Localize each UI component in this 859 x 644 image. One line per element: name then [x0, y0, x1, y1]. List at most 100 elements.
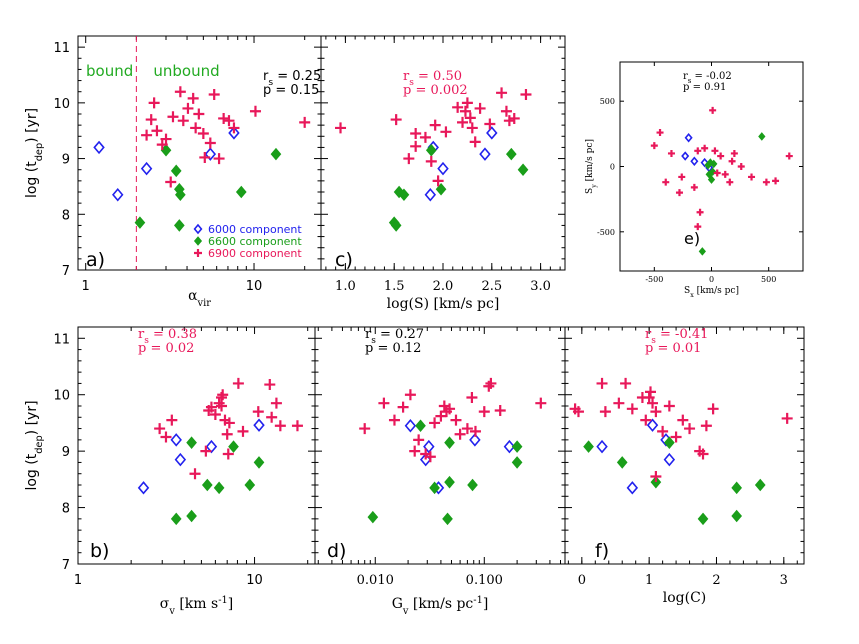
data-point [461, 423, 473, 435]
x-axis-title: Gv [km/s pc-1] [392, 595, 489, 617]
data-point [393, 185, 405, 199]
data-point [664, 436, 675, 449]
y-tick-label: 11 [53, 332, 70, 347]
x-tick-label: 0 [709, 275, 714, 284]
data-point [409, 445, 421, 457]
data-point [596, 439, 608, 454]
series-6600-component [698, 132, 766, 256]
data-point [731, 509, 743, 523]
x-axis-title: Sx [km/s pc] [684, 286, 739, 299]
data-point [645, 386, 657, 398]
data-point [700, 420, 712, 432]
data-point [626, 403, 638, 415]
data-point [367, 510, 379, 524]
data-point [213, 153, 225, 165]
data-point [228, 440, 239, 453]
data-point [429, 417, 441, 429]
series-6000-component [93, 126, 240, 202]
y-axis-title: Sy [km/s pc] [585, 139, 598, 194]
stat-rs: rs = -0.02 [683, 71, 732, 85]
data-point [496, 87, 508, 99]
data-point [466, 392, 478, 404]
data-point [737, 163, 745, 170]
data-point [694, 147, 702, 155]
data-point [478, 406, 490, 418]
data-point [274, 420, 286, 432]
y-tick-label: 7 [62, 558, 70, 573]
data-point [662, 178, 670, 186]
x-tick-label: 2.5 [481, 279, 502, 294]
data-point [93, 140, 105, 155]
legend-marker [193, 223, 203, 235]
data-point [650, 142, 658, 150]
data-point [657, 425, 669, 437]
x-axis-title: αvir [188, 288, 211, 309]
data-point [511, 440, 523, 453]
data-point [145, 114, 157, 126]
data-point [189, 468, 201, 480]
panel-a: 1 10 7 8 9 10 11 αvir log (tdep) [yr] bound unboun… [24, 35, 322, 309]
series-6900-component [569, 377, 793, 483]
data-point [701, 144, 709, 152]
data-point [726, 178, 734, 186]
data-point [437, 161, 449, 176]
data-point [758, 132, 766, 141]
plot-frame [77, 326, 316, 565]
data-point [200, 445, 212, 457]
panel-e: -500 0 500 -500 0 500 Sx [km/s pc] Sy [km/s pc]… [585, 61, 804, 299]
data-point [690, 156, 699, 167]
stat-p: p = 0.01 [645, 341, 701, 356]
data-point [728, 157, 736, 165]
data-point [201, 478, 213, 492]
data-point [717, 152, 725, 160]
y-tick-label: 7 [62, 264, 70, 279]
data-point [429, 119, 441, 131]
panel-letter: f) [595, 540, 609, 562]
data-point [444, 403, 456, 415]
data-point [583, 440, 594, 453]
data-point [216, 400, 228, 412]
data-point [112, 188, 124, 202]
panel-c: 1.0 1.5 2.0 2.5 3.0 log(S) [km/s pc] rs = 0.50… [320, 35, 566, 312]
data-point [223, 115, 235, 127]
data-point [616, 456, 628, 469]
data-point [137, 481, 150, 495]
data-point [762, 178, 770, 186]
data-point [535, 397, 547, 409]
data-point [469, 433, 481, 447]
data-point [141, 129, 153, 141]
data-point [650, 471, 662, 483]
data-point [444, 475, 455, 489]
x-axis-title: log(S) [km/s pc] [387, 296, 500, 312]
data-point [170, 433, 182, 447]
data-point [424, 188, 437, 202]
stat-rs: rs = 0.38 [138, 327, 197, 346]
data-point [650, 475, 662, 489]
data-point [748, 173, 756, 181]
data-point [378, 397, 390, 409]
x-tick-label: 2 [712, 573, 720, 588]
data-point [647, 397, 659, 409]
stat-p: p = 0.15 [263, 83, 319, 98]
data-point [731, 481, 743, 495]
data-point [270, 397, 282, 409]
data-point [781, 412, 793, 424]
data-point [663, 400, 675, 412]
data-point [205, 401, 217, 413]
data-point [264, 379, 276, 391]
data-point [244, 478, 256, 492]
data-point [494, 405, 506, 417]
data-point [222, 448, 234, 460]
region-label-bound: bound [86, 62, 133, 80]
data-point [485, 377, 497, 389]
data-point [213, 481, 225, 495]
stat-rs: rs = -0.41 [645, 327, 708, 346]
data-point [694, 223, 702, 231]
data-point [204, 137, 216, 149]
data-point [452, 101, 464, 113]
data-point [700, 157, 709, 168]
data-point [249, 105, 261, 117]
data-point [253, 418, 265, 432]
stat-p: p = 0.12 [365, 341, 421, 356]
data-point [170, 512, 182, 526]
